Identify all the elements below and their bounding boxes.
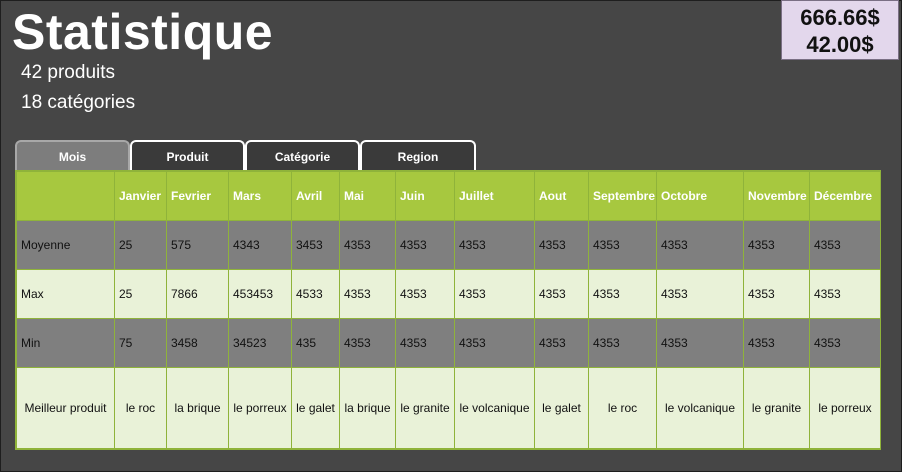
table-row: Min 75 3458 34523 435 4353 4353 4353 435… [16, 318, 881, 368]
column-header: Décembre [809, 171, 881, 221]
table-header-row: Janvier Fevrier Mars Avril Mai Juin Juil… [16, 171, 881, 221]
table-cell: 4353 [809, 220, 881, 270]
tab-produit[interactable]: Produit [130, 140, 245, 170]
table-cell: le porreux [809, 367, 881, 449]
table-cell: le roc [588, 367, 657, 449]
table-cell: 4533 [291, 269, 340, 319]
table-cell: la brique [166, 367, 229, 449]
table-cell: 4353 [395, 318, 455, 368]
totals-box: 666.66$ 42.00$ [781, 0, 899, 60]
table-cell: 4353 [588, 220, 657, 270]
table-cell: 3453 [291, 220, 340, 270]
table-cell: 4353 [588, 318, 657, 368]
row-label: Max [16, 269, 115, 319]
table-row: Moyenne 25 575 4343 3453 4353 4353 4353 … [16, 220, 881, 270]
table-cell: 4353 [743, 318, 810, 368]
table-cell: 4353 [656, 318, 744, 368]
stats-table: Janvier Fevrier Mars Avril Mai Juin Juil… [16, 171, 881, 449]
table-cell: 4353 [743, 220, 810, 270]
table-cell: 4353 [339, 269, 396, 319]
total-amount-primary: 666.66$ [800, 5, 880, 30]
categories-count: 18 catégories [21, 92, 136, 113]
row-label: Moyenne [16, 220, 115, 270]
column-header: Fevrier [166, 171, 229, 221]
row-label: Meilleur produit [16, 367, 115, 449]
tab-mois[interactable]: Mois [15, 140, 130, 170]
table-cell: 7866 [166, 269, 229, 319]
tab-region[interactable]: Region [360, 140, 476, 170]
column-header: Septembre [588, 171, 657, 221]
stats-table-container: Janvier Fevrier Mars Avril Mai Juin Juil… [15, 170, 881, 450]
table-cell: 4353 [743, 269, 810, 319]
table-cell: 4353 [454, 269, 535, 319]
table-cell: le volcanique [454, 367, 535, 449]
table-cell: 25 [114, 269, 167, 319]
table-cell: le granite [395, 367, 455, 449]
table-cell: le granite [743, 367, 810, 449]
table-cell: 4353 [809, 318, 881, 368]
table-cell: 25 [114, 220, 167, 270]
table-cell: 34523 [228, 318, 292, 368]
column-header [16, 171, 115, 221]
table-cell: 4353 [534, 318, 589, 368]
column-header: Novembre [743, 171, 810, 221]
table-cell: le galet [534, 367, 589, 449]
tab-categorie[interactable]: Catégorie [245, 140, 360, 170]
table-cell: 4353 [454, 318, 535, 368]
table-cell: le porreux [228, 367, 292, 449]
table-row: Max 25 7866 453453 4533 4353 4353 4353 4… [16, 269, 881, 319]
table-cell: 4343 [228, 220, 292, 270]
table-cell: 4353 [395, 269, 455, 319]
table-cell: 453453 [228, 269, 292, 319]
table-cell: 435 [291, 318, 340, 368]
column-header: Avril [291, 171, 340, 221]
table-cell: le galet [291, 367, 340, 449]
table-row: Meilleur produit le roc la brique le por… [16, 367, 881, 449]
table-cell: 4353 [809, 269, 881, 319]
column-header: Octobre [656, 171, 744, 221]
column-header: Juillet [454, 171, 535, 221]
table-cell: 75 [114, 318, 167, 368]
table-cell: 575 [166, 220, 229, 270]
table-cell: 4353 [534, 220, 589, 270]
column-header: Mai [339, 171, 396, 221]
column-header: Mars [228, 171, 292, 221]
column-header: Aout [534, 171, 589, 221]
table-cell: 4353 [588, 269, 657, 319]
table-cell: le roc [114, 367, 167, 449]
table-cell: 4353 [339, 220, 396, 270]
table-cell: 3458 [166, 318, 229, 368]
row-label: Min [16, 318, 115, 368]
table-cell: 4353 [339, 318, 396, 368]
column-header: Janvier [114, 171, 167, 221]
table-cell: la brique [339, 367, 396, 449]
table-cell: 4353 [656, 269, 744, 319]
total-amount-secondary: 42.00$ [806, 32, 874, 57]
table-cell: le volcanique [656, 367, 744, 449]
table-cell: 4353 [534, 269, 589, 319]
page-title: Statistique [12, 4, 274, 60]
column-header: Juin [395, 171, 455, 221]
table-cell: 4353 [454, 220, 535, 270]
products-count: 42 produits [21, 62, 116, 83]
table-cell: 4353 [395, 220, 455, 270]
table-cell: 4353 [656, 220, 744, 270]
